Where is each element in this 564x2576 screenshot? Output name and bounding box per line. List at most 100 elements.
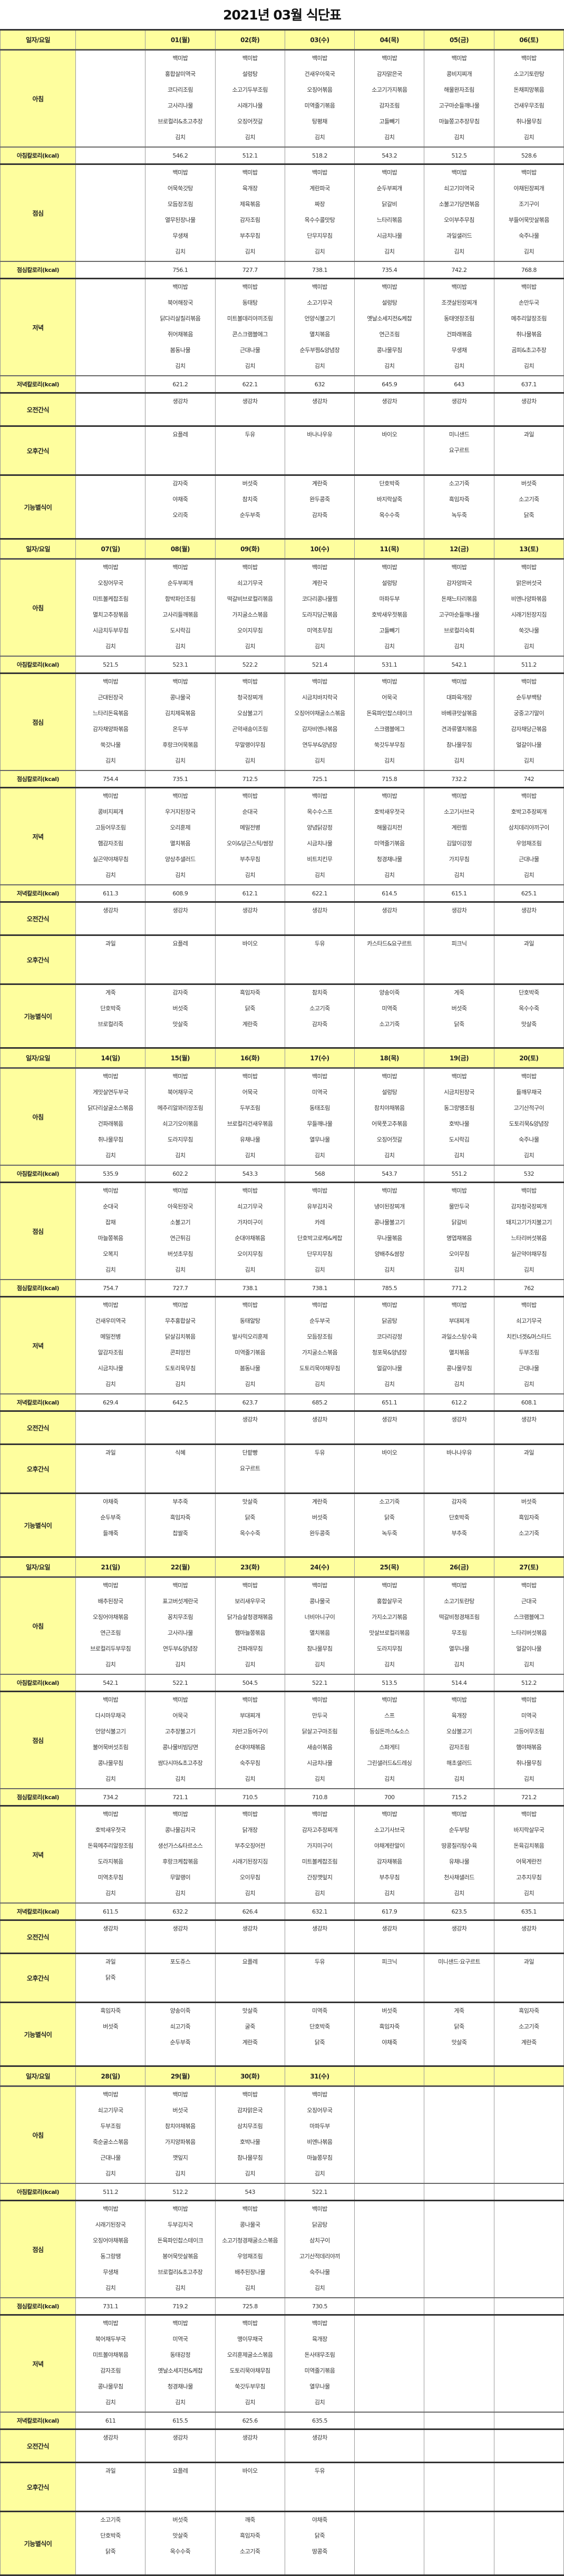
menu-item: 단팥빵: [242, 1449, 258, 1456]
menu-item: 오리죽: [172, 512, 188, 519]
breakfast-cell: [75, 50, 146, 147]
menu-item: 미역국: [521, 1712, 537, 1719]
dinner-kcal-cell: 685.2: [284, 1393, 355, 1412]
menu-item: 단호박죽: [309, 2023, 330, 2030]
menu-item: 옥수수죽: [519, 1005, 539, 1012]
menu-item: 도라지볶음: [98, 1858, 124, 1865]
menu-item: 맹이무채국: [237, 2336, 263, 2343]
menu-item: 김치: [314, 1890, 325, 1897]
menu-item: 시금치두부무침: [92, 627, 129, 634]
menu-item: 닭죽: [454, 2023, 464, 2030]
menu-item: 동태엿장조림: [444, 315, 474, 322]
menu-item: 생강차: [172, 1925, 188, 1932]
menu-item: 새송이볶음: [307, 1744, 333, 1751]
pm-snack-cell: 요플레: [145, 935, 216, 985]
menu-item: 김치: [175, 134, 186, 141]
menu-item: 알감자조림: [98, 1349, 124, 1356]
menu-item: 물만두국: [449, 1203, 470, 1210]
menu-item: 양송이죽: [170, 2007, 191, 2014]
menu-item: 들깨무채국: [516, 1089, 542, 1096]
lunch-cell: 백미밥 순두부백탕 궁중고기말이 감자채당근볶음 얼갈이나물 김치: [493, 673, 564, 770]
menu-item: 흑임자죽: [239, 989, 260, 996]
menu-item: 소고기사브국: [374, 1827, 405, 1833]
week-1-row-date: 일자/요일 01(월) 02(화) 03(수) 04(목) 05(금) 06(토): [0, 29, 564, 51]
row-label-dinner-kcal: 저녁칼로리(kcal): [0, 1393, 76, 1412]
breakfast-cell: [493, 2086, 564, 2183]
menu-item: 소불고기: [170, 1219, 191, 1226]
menu-item: 흑임자죽: [449, 496, 470, 503]
menu-item: 삼치데리야끼구이: [508, 824, 549, 831]
week-2-row-functional: 기능별식이 게죽 단호박죽 브로컬리죽 감자죽 버섯죽 맛살죽 흑임자죽 닭죽 계란죽 참치죽 소고기…: [0, 984, 564, 1049]
menu-item: 옥수수죽: [239, 1530, 260, 1537]
week-4-row-pm-snack: 오후간식 과일 닭죽 포도쥬스 요플레 두유 피크닉 미니샌드·요구르트 과일: [0, 1953, 564, 2003]
row-label-lunch-kcal: 점심칼로리(kcal): [0, 1279, 76, 1297]
menu-item: 김치: [105, 2399, 116, 2406]
menu-item: 버섯죽: [382, 2007, 397, 2014]
functional-cell: 미역죽 단호박죽 닭죽: [284, 2002, 355, 2067]
menu-item: 단호박죽: [100, 2532, 121, 2539]
lunch-cell: 백미밥 유부김치국 카레 단호박고로케&케찹 단무지무침 김치: [284, 1182, 355, 1280]
menu-item: 연두부&양념장: [302, 741, 337, 748]
am-snack-cell: [493, 2429, 564, 2463]
menu-item: 바이오: [242, 940, 258, 947]
functional-cell: 단호박죽 옥수수죽 맛살죽: [493, 984, 564, 1049]
date-header-cell: 02(화): [215, 29, 285, 51]
menu-item: 순대국: [103, 1203, 119, 1210]
pm-snack-cell: 미니샌드·요구르트: [424, 1953, 494, 2003]
breakfast-kcal-cell: 568: [284, 1165, 355, 1183]
breakfast-kcal-cell: 522.1: [284, 2183, 355, 2201]
menu-item: 두부조림: [239, 1105, 260, 1111]
menu-item: 김치: [384, 1661, 395, 1668]
menu-item: 취나물볶음: [516, 331, 542, 338]
row-label-lunch: 점심: [0, 1691, 76, 1789]
breakfast-cell: [354, 2086, 425, 2183]
menu-item: 흑임자죽: [239, 2532, 260, 2539]
breakfast-kcal-cell: 512.1: [215, 147, 285, 165]
menu-item: 백미밥: [521, 564, 537, 571]
menu-item: 모듬장조림: [167, 201, 193, 208]
menu-item: 감자양파국: [446, 580, 472, 587]
menu-item: 김치: [175, 1381, 186, 1388]
week-2-row-am-snack: 오전간식 생강차 생강차 생강차 생강차 생강차 생강차 생강차: [0, 902, 564, 936]
week-5-row-functional: 기능별식이 소고기죽 단호박죽 닭죽 버섯죽 맛살죽 옥수수죽 깨죽 흑임자죽 소고기죽 야채죽 닭죽…: [0, 2511, 564, 2576]
menu-item: 백미밥: [312, 55, 327, 62]
am-snack-cell: 생강차: [145, 1920, 216, 1954]
breakfast-kcal-cell: 602.2: [145, 1165, 216, 1183]
week-4-row-breakfast: 아침 백미밥 배추된장국 오징어야채볶음 연근조림 브로컬리두부무침 김치 백미밥 표고버섯계란…: [0, 1577, 564, 1674]
breakfast-cell: 백미밥 배추된장국 오징어야채볶음 연근조림 브로컬리두부무침 김치: [75, 1577, 146, 1674]
menu-item: 건파래볶음: [98, 1120, 124, 1127]
menu-item: 야채된장찌개: [513, 185, 544, 192]
lunch-cell: 백미밥 근대된장국 느타리돈육볶음 감자채양파볶음 쑥갓나물 김치: [75, 673, 146, 770]
menu-item: 바이오: [382, 1449, 397, 1456]
menu-item: 오복지: [103, 1251, 119, 1257]
lunch-kcal-cell: 756.1: [145, 261, 216, 279]
menu-item: 백미밥: [382, 284, 397, 290]
menu-item: 무말랭이무침: [235, 741, 266, 748]
menu-item: 백미밥: [103, 1811, 119, 1818]
menu-item: 청국장찌개: [237, 694, 263, 701]
week-3-row-dinner-kcal: 저녁칼로리(kcal) 629.4 642.5 623.7 685.2 651.1 612.…: [0, 1393, 564, 1412]
menu-item: 백미밥: [103, 678, 119, 685]
menu-item: 두부조림: [519, 1349, 539, 1356]
row-label-functional: 기능별식이: [0, 475, 76, 540]
am-snack-cell: 생강차: [284, 1920, 355, 1954]
menu-item: 참치죽: [242, 496, 258, 503]
menu-item: 닭죽: [454, 1021, 464, 1028]
pm-snack-cell: 두유: [284, 1953, 355, 2003]
menu-item: 도라지무침: [376, 1645, 403, 1652]
dinner-kcal-cell: 608.1: [493, 1393, 564, 1412]
row-label-lunch-kcal: 점심칼로리(kcal): [0, 770, 76, 788]
lunch-cell: 백미밥 계란파국 짜장 옥수수콜맛탕 단무지무침 김치: [284, 164, 355, 261]
week-2-row-breakfast-kcal: 아침칼로리(kcal) 521.5 523.1 522.2 521.4 531.1 542.…: [0, 656, 564, 674]
menu-item: 김치: [105, 2170, 116, 2177]
menu-item: 가지무침: [449, 856, 470, 863]
menu-item: 쇠고기오이볶음: [162, 1120, 198, 1127]
menu-item: 맛살죽: [242, 2007, 258, 2014]
menu-item: 닭살고구마조림: [302, 1728, 338, 1735]
row-label-pm-snack: 오후간식: [0, 1953, 76, 2003]
row-label-am-snack: 오전간식: [0, 1411, 76, 1445]
menu-item: 근대나물: [239, 347, 260, 354]
menu-item: 김치: [454, 872, 464, 879]
dinner-kcal-cell: 632: [284, 375, 355, 394]
menu-item: 두유: [314, 2467, 325, 2474]
